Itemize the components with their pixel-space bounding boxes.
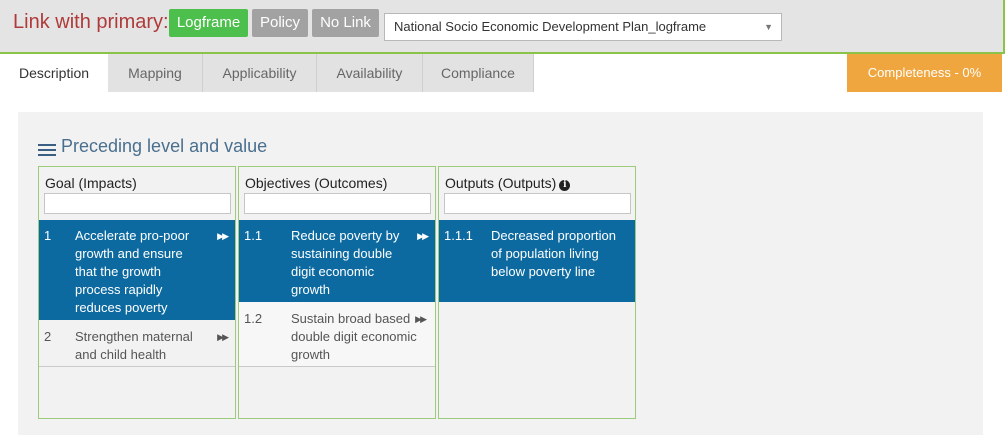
outputs-column: Outputs (Outputs) i 1.1.1 Decreased propo…: [438, 166, 636, 419]
logframe-button[interactable]: Logframe: [169, 9, 248, 37]
outputs-filter-input[interactable]: [444, 193, 631, 214]
tab-availability[interactable]: Availability: [317, 54, 423, 92]
goal-item-text: Strengthen maternal and child health: [75, 329, 193, 362]
tab-mapping[interactable]: Mapping: [108, 54, 203, 92]
double-arrow-right-icon[interactable]: ▶▶: [217, 332, 229, 342]
outputs-column-header-text: Outputs (Outputs): [445, 175, 557, 191]
output-item-1-1-1[interactable]: 1.1.1 Decreased proportion of population…: [439, 220, 635, 302]
double-arrow-right-icon[interactable]: ▶▶: [417, 231, 429, 241]
tab-divider: [0, 52, 1005, 54]
objectives-filter-input[interactable]: [244, 193, 431, 214]
goal-item-text: Accelerate pro-poor growth and ensure th…: [75, 228, 190, 315]
output-item-text: Decreased proportion of population livin…: [491, 228, 617, 279]
primary-plan-select[interactable]: National Socio Economic Development Plan…: [384, 13, 782, 41]
goal-column: Goal (Impacts) 1 Accelerate pro-poor gro…: [38, 166, 236, 419]
caret-down-icon: ▼: [764, 22, 773, 32]
info-icon[interactable]: i: [559, 180, 571, 191]
goal-item-2[interactable]: 2 Strengthen maternal and child health ▶…: [39, 320, 235, 366]
goal-item-number: 1: [44, 228, 52, 243]
objective-item-1-2[interactable]: 1.2 Sustain broad based double digit eco…: [239, 302, 435, 366]
no-link-button[interactable]: No Link: [312, 9, 379, 37]
tab-applicability[interactable]: Applicability: [203, 54, 317, 92]
link-primary-label: Link with primary:: [13, 11, 169, 33]
outputs-column-header: Outputs (Outputs) i: [445, 175, 571, 191]
policy-button[interactable]: Policy: [252, 9, 308, 37]
objective-item-text: Sustain broad based double digit economi…: [291, 311, 417, 362]
primary-plan-select-value: National Socio Economic Development Plan…: [394, 19, 707, 34]
tab-description[interactable]: Description: [0, 54, 108, 92]
link-primary-bar: Link with primary: Logframe Policy No Li…: [0, 0, 1005, 52]
hamburger-icon[interactable]: [38, 144, 56, 158]
objective-item-number: 1.2: [244, 311, 263, 326]
tab-compliance[interactable]: Compliance: [423, 54, 534, 92]
goal-item-number: 2: [44, 329, 52, 344]
double-arrow-right-icon[interactable]: ▶▶: [217, 231, 229, 241]
goal-filter-input[interactable]: [44, 193, 231, 214]
row-divider: [39, 366, 235, 367]
goal-item-1[interactable]: 1 Accelerate pro-poor growth and ensure …: [39, 220, 235, 320]
objectives-column-header: Objectives (Outcomes): [245, 175, 388, 191]
objective-item-number: 1.1: [244, 228, 263, 243]
section-title: Preceding level and value: [61, 136, 268, 156]
goal-column-header: Goal (Impacts): [45, 175, 137, 191]
double-arrow-right-icon[interactable]: ▶▶: [415, 314, 427, 324]
objective-item-text: Reduce poverty by sustaining double digi…: [291, 228, 400, 297]
output-item-number: 1.1.1: [444, 228, 473, 243]
objective-item-1-1[interactable]: 1.1 Reduce poverty by sustaining double …: [239, 220, 435, 302]
objectives-column: Objectives (Outcomes) 1.1 Reduce poverty…: [238, 166, 436, 419]
row-divider: [239, 366, 435, 367]
completeness-badge: Completeness - 0%: [847, 54, 1002, 92]
